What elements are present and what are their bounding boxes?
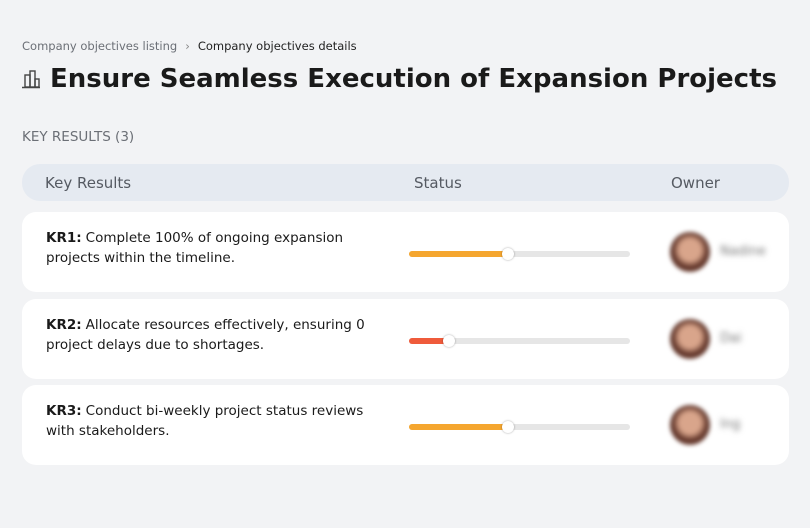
progress-fill (409, 424, 509, 430)
breadcrumb-link[interactable]: Company objectives listing (22, 39, 178, 53)
section-label: KEY RESULTS (3) (22, 129, 135, 145)
kr-text: Allocate resources effectively, ensuring… (46, 317, 365, 353)
progress-knob (502, 421, 515, 433)
key-result: KR2: Allocate resources effectively, ensu… (46, 315, 386, 355)
key-result: KR3: Conduct bi-weekly project status rev… (46, 401, 386, 441)
progress-knob (502, 248, 515, 260)
progress-fill (409, 251, 509, 257)
progress-track (409, 335, 630, 347)
avatar (670, 405, 710, 445)
key-result: KR1: Complete 100% of ongoing expansion p… (46, 228, 386, 268)
kr-label: KR1: (46, 230, 82, 246)
owner-name: Nadine (720, 244, 766, 259)
table-row[interactable]: KR3: Conduct bi-weekly project status rev… (22, 385, 789, 465)
breadcrumb: Company objectives listing › Company objec… (22, 39, 357, 53)
progress-fill (409, 338, 449, 344)
header-cell: Key Results (45, 174, 132, 192)
table-header: Key Results Status Owner (22, 164, 789, 201)
owner-name: Dai (720, 331, 742, 346)
header-cell: Owner (671, 174, 720, 192)
table-row[interactable]: KR2: Allocate resources effectively, ensu… (22, 299, 789, 379)
separator: › (185, 39, 190, 53)
owner-name: Ing (720, 417, 741, 432)
title-row: Ensure Seamless Execution of Expansion P… (22, 64, 777, 94)
progress-knob (442, 335, 455, 347)
table-row[interactable]: KR1: Complete 100% of ongoing expansion p… (22, 212, 789, 292)
kr-label: KR2: (46, 317, 82, 333)
header-cell: Status (414, 174, 462, 192)
kr-label: KR3: (46, 403, 82, 419)
page-title: Ensure Seamless Execution of Expansion P… (50, 64, 777, 94)
avatar (670, 232, 710, 272)
progress-track (409, 248, 630, 260)
kr-text: Complete 100% of ongoing expansion proje… (46, 230, 344, 266)
progress-track (409, 421, 630, 433)
breadcrumb-current: Company objectives details (197, 39, 357, 53)
avatar (670, 319, 710, 359)
icon (22, 70, 40, 89)
kr-text: Conduct bi-weekly project status reviews… (46, 403, 364, 439)
